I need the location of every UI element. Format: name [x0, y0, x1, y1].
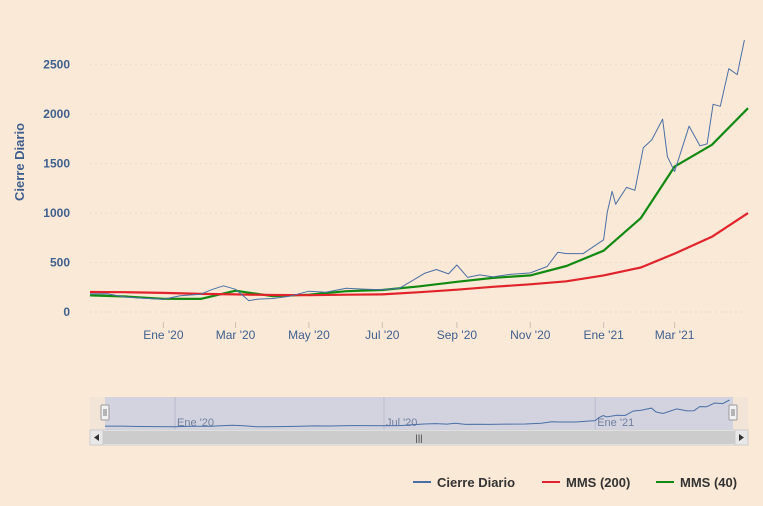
- series-mms-200-line: [89, 212, 749, 297]
- scroll-left-button[interactable]: [89, 429, 104, 446]
- legend-label: MMS (40): [680, 475, 737, 490]
- navigator-right-handle[interactable]: [728, 404, 738, 421]
- chevron-right-icon: [739, 434, 744, 441]
- chevron-left-icon: [94, 434, 99, 441]
- y-tick-label: 500: [50, 256, 70, 270]
- series-lines: [89, 39, 749, 302]
- x-axis-ticks: Ene '20 Mar '20 May '20 Jul '20 Sep '20 Nov '…: [143, 322, 695, 342]
- x-tick-label: Jul '20: [365, 328, 400, 342]
- navigator-label: Jul '20: [386, 417, 417, 429]
- y-tick-label: 2500: [43, 58, 70, 72]
- legend-label: MMS (200): [566, 475, 630, 490]
- y-tick-label: 2000: [43, 107, 70, 121]
- x-tick-label: Nov '20: [510, 328, 551, 342]
- y-tick-label: 1500: [43, 157, 70, 171]
- navigator-label: Ene '21: [597, 417, 634, 429]
- series-mms-40-line: [89, 107, 749, 300]
- y-axis-ticks: 0 500 1000 1500 2000 2500: [43, 58, 70, 319]
- scrollbar-grip-icon: |||: [415, 433, 422, 443]
- x-tick-label: Ene '20: [143, 328, 184, 342]
- legend-item-cierre-diario[interactable]: Cierre Diario: [413, 475, 515, 490]
- legend-label: Cierre Diario: [437, 475, 515, 490]
- navigator[interactable]: Ene '20 Jul '20 Ene '21: [90, 397, 748, 430]
- grid-lines: [90, 64, 748, 313]
- navigator-label: Ene '20: [177, 417, 214, 429]
- scrollbar[interactable]: |||: [89, 429, 749, 446]
- series-cierre-diario-line: [89, 39, 745, 302]
- y-tick-label: 1000: [43, 206, 70, 220]
- navigator-series-line: [105, 399, 730, 428]
- y-tick-label: 0: [63, 305, 70, 319]
- y-axis-title: Cierre Diario: [12, 123, 27, 201]
- x-tick-label: Ene '21: [583, 328, 624, 342]
- x-tick-label: Mar '20: [216, 328, 256, 342]
- x-tick-label: May '20: [288, 328, 330, 342]
- x-tick-label: Sep '20: [437, 328, 478, 342]
- legend-item-mms-40[interactable]: MMS (40): [656, 475, 737, 490]
- scroll-right-button[interactable]: [734, 429, 749, 446]
- legend: Cierre Diario MMS (200) MMS (40): [413, 475, 737, 490]
- scrollbar-thumb[interactable]: [103, 431, 735, 444]
- x-tick-label: Mar '21: [655, 328, 695, 342]
- legend-item-mms-200[interactable]: MMS (200): [542, 475, 630, 490]
- navigator-left-handle[interactable]: [100, 404, 110, 421]
